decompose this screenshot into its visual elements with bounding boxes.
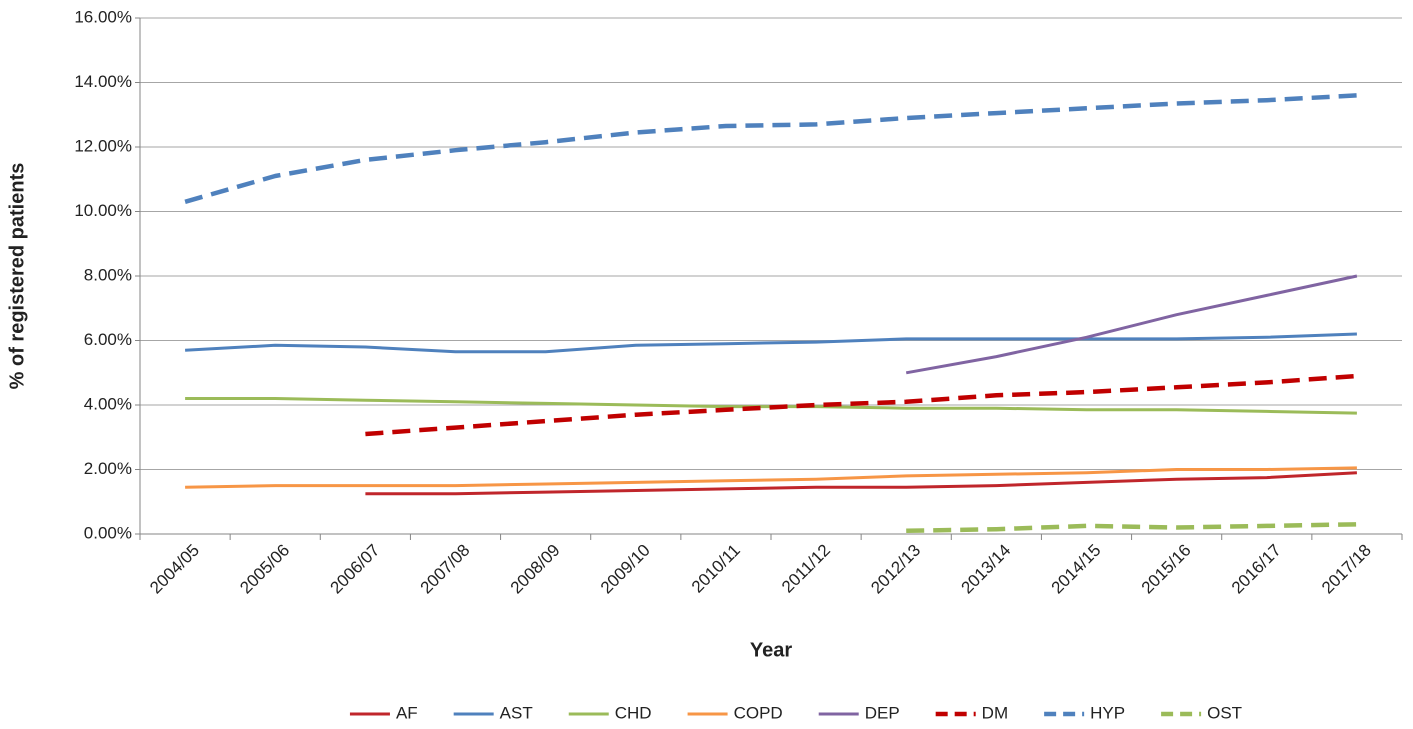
x-tick-label: 2014/15 [1048,541,1105,598]
x-tick-label: 2005/06 [236,541,293,598]
x-tick-label: 2008/09 [507,541,564,598]
y-tick-label: 0.00% [84,523,132,542]
y-tick-label: 6.00% [84,330,132,349]
x-tick-label: 2017/18 [1318,541,1375,598]
series-line [365,471,1357,496]
y-tick-label: 4.00% [84,394,132,413]
x-tick-label: 2004/05 [146,541,203,598]
x-tick-label: 2015/16 [1138,541,1195,598]
legend-label: COPD [734,703,783,722]
legend-label: AST [500,703,533,722]
series-line [185,332,1357,354]
legend-label: AF [396,703,418,722]
series-line [365,373,1358,437]
legend-label: HYP [1090,703,1125,722]
x-tick-label: 2011/12 [778,541,834,597]
x-tick-label: 2010/11 [688,541,744,597]
x-tick-label: 2007/08 [417,541,474,598]
y-tick-label: 12.00% [74,136,132,155]
legend-label: DEP [865,703,900,722]
series-line [906,522,1357,534]
y-tick-label: 14.00% [74,72,132,91]
y-tick-label: 2.00% [84,459,132,478]
x-tick-label: 2013/14 [957,541,1014,598]
legend-label: DM [982,703,1008,722]
x-tick-label: 2009/10 [597,541,654,598]
y-axis-title: % of registered patients [6,163,28,390]
x-tick-label: 2006/07 [326,541,383,598]
series-line [905,274,1358,375]
y-tick-label: 8.00% [84,265,132,284]
y-tick-label: 16.00% [74,7,132,26]
x-tick-label: 2012/13 [867,541,924,598]
series-line [184,93,1358,204]
legend: AF AST CHD COPD DEP DM HYP OST [349,703,1242,722]
legend-label: CHD [615,703,652,722]
legend-label: OST [1207,703,1242,722]
y-tick-label: 10.00% [74,201,132,220]
x-axis-title: Year [750,639,792,661]
x-tick-label: 2016/17 [1228,541,1285,598]
series-line [185,466,1357,489]
